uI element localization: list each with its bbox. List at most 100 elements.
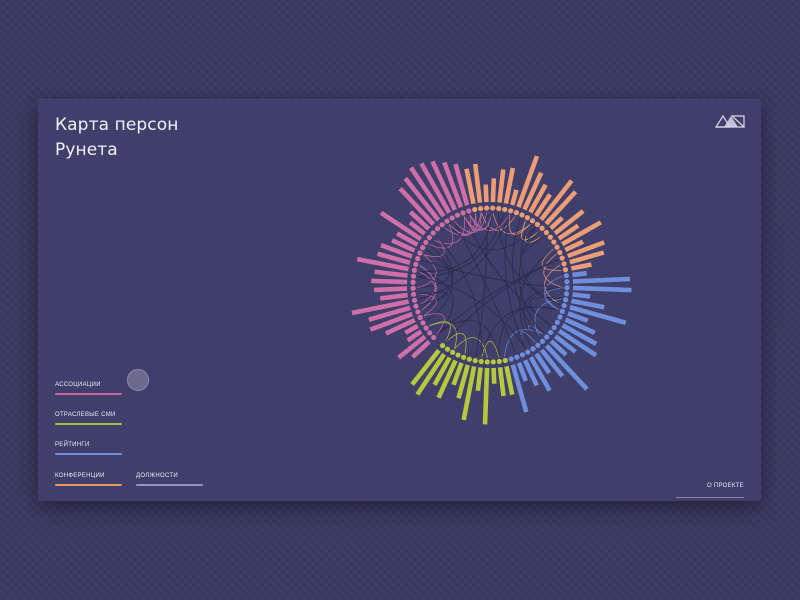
node-dot[interactable]	[508, 208, 514, 214]
node-dot[interactable]	[543, 229, 549, 236]
radial-bar[interactable]	[567, 311, 589, 323]
radial-bar[interactable]	[534, 352, 552, 375]
node-dot[interactable]	[431, 334, 437, 341]
radial-bar[interactable]	[561, 220, 602, 247]
radial-bar[interactable]	[415, 352, 447, 396]
node-dot[interactable]	[564, 285, 570, 291]
radial-bar[interactable]	[456, 364, 470, 399]
node-dot[interactable]	[466, 356, 472, 362]
node-dot[interactable]	[472, 206, 478, 213]
legend-item-industry-media[interactable]: ОТРАСЛЕВЫЕ СМИ	[55, 412, 122, 425]
node-dot[interactable]	[535, 342, 541, 348]
radial-bar[interactable]	[572, 285, 632, 293]
radial-bar[interactable]	[461, 366, 477, 421]
node-dot[interactable]	[559, 255, 565, 261]
node-dot[interactable]	[524, 215, 530, 221]
radial-bar[interactable]	[408, 210, 431, 231]
node-dot[interactable]	[484, 359, 490, 365]
node-dot[interactable]	[514, 354, 520, 360]
radial-bar[interactable]	[380, 243, 413, 259]
radial-bar[interactable]	[522, 171, 544, 211]
node-dot[interactable]	[530, 346, 536, 352]
node-dot[interactable]	[563, 291, 570, 297]
radial-bar[interactable]	[403, 176, 441, 222]
node-dot[interactable]	[423, 325, 429, 331]
node-dot[interactable]	[410, 279, 416, 285]
radial-bar[interactable]	[570, 262, 592, 271]
radial-bar[interactable]	[373, 286, 408, 293]
radial-bar[interactable]	[510, 189, 519, 206]
radial-bar[interactable]	[491, 367, 497, 384]
radial-bar[interactable]	[395, 231, 419, 247]
radial-bar[interactable]	[503, 167, 516, 204]
radial-bar[interactable]	[497, 367, 506, 397]
node-dot[interactable]	[519, 212, 525, 218]
node-dot[interactable]	[534, 221, 541, 227]
radial-bar[interactable]	[561, 323, 598, 346]
radial-bar[interactable]	[356, 256, 409, 272]
radial-bar[interactable]	[572, 276, 631, 284]
radial-bar[interactable]	[566, 240, 606, 259]
node-dot[interactable]	[559, 308, 565, 314]
node-dot[interactable]	[449, 215, 455, 221]
legend-item-ratings[interactable]: РЕЙТИНГИ	[55, 442, 122, 455]
node-dot[interactable]	[525, 349, 531, 355]
node-dot[interactable]	[544, 334, 550, 340]
radial-bar[interactable]	[398, 186, 436, 226]
toggle-circle-button[interactable]	[127, 369, 149, 391]
node-dot[interactable]	[554, 244, 560, 250]
radial-bar[interactable]	[569, 305, 627, 325]
node-dot[interactable]	[461, 354, 467, 360]
about-project-link[interactable]: О ПРОЕКТЕ	[676, 472, 744, 498]
node-dot[interactable]	[551, 239, 557, 245]
triangle-logo-icon[interactable]	[715, 114, 745, 128]
radial-bar[interactable]	[482, 367, 490, 425]
node-dot[interactable]	[551, 324, 557, 331]
node-dot[interactable]	[410, 273, 417, 279]
node-dot[interactable]	[496, 358, 502, 365]
radial-bar[interactable]	[472, 163, 483, 203]
node-dot[interactable]	[413, 261, 419, 267]
node-dot[interactable]	[439, 222, 445, 228]
radial-bar[interactable]	[569, 250, 605, 265]
radial-bar[interactable]	[453, 163, 470, 206]
radial-bar[interactable]	[539, 179, 574, 222]
radial-bar[interactable]	[549, 216, 564, 231]
node-dot[interactable]	[502, 357, 508, 364]
node-dot[interactable]	[513, 210, 519, 216]
radial-bar[interactable]	[379, 210, 423, 242]
radial-bar[interactable]	[553, 209, 585, 236]
node-dot[interactable]	[423, 239, 429, 246]
node-dot[interactable]	[413, 303, 419, 309]
radial-bar[interactable]	[549, 339, 568, 357]
node-dot[interactable]	[472, 357, 478, 364]
radial-bar[interactable]	[475, 367, 483, 392]
node-dot[interactable]	[444, 218, 450, 224]
node-dot[interactable]	[410, 285, 416, 291]
radial-bar[interactable]	[369, 311, 414, 332]
node-dot[interactable]	[466, 208, 472, 214]
radial-bar[interactable]	[516, 361, 528, 382]
node-dot[interactable]	[490, 205, 496, 211]
node-dot[interactable]	[411, 267, 418, 273]
node-dot[interactable]	[557, 249, 563, 256]
node-dot[interactable]	[410, 291, 417, 297]
node-dot[interactable]	[415, 256, 421, 262]
node-dot[interactable]	[420, 245, 426, 251]
radial-bar[interactable]	[497, 169, 506, 203]
node-dot[interactable]	[439, 343, 446, 349]
radial-bar[interactable]	[371, 278, 408, 285]
legend-item-positions[interactable]: ДОЛЖНОСТИ	[136, 473, 203, 486]
radial-bar[interactable]	[430, 160, 458, 211]
radial-bar[interactable]	[374, 269, 408, 278]
legend-item-conferences[interactable]: КОНФЕРЕНЦИИ	[55, 473, 122, 486]
radial-bar[interactable]	[557, 328, 598, 358]
radial-bar[interactable]	[571, 298, 605, 310]
radial-bar[interactable]	[368, 305, 411, 322]
node-dot[interactable]	[562, 297, 569, 303]
radial-bar[interactable]	[564, 239, 584, 253]
radial-bar[interactable]	[544, 190, 578, 226]
node-dot[interactable]	[455, 352, 461, 358]
radial-bar[interactable]	[384, 317, 416, 336]
node-dot[interactable]	[411, 297, 418, 303]
